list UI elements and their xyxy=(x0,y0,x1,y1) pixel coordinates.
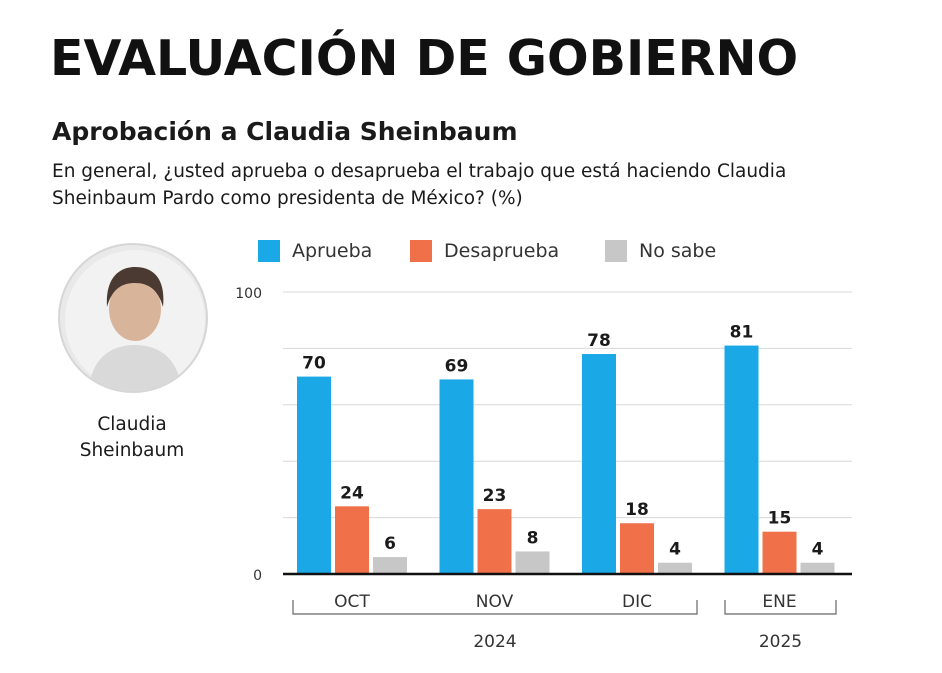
year-bracket-2025 xyxy=(724,600,837,615)
bar-no-sabe-nov xyxy=(515,551,550,574)
legend-label-aprueba: Aprueba xyxy=(292,240,373,262)
year-bracket-2024 xyxy=(292,600,698,615)
bar-desaprueba-dic xyxy=(620,523,654,574)
year-label-2025: 2025 xyxy=(759,632,802,652)
data-label-aprueba-dic: 78 xyxy=(587,331,611,351)
data-label-aprueba-ene: 81 xyxy=(730,323,754,343)
bar-desaprueba-oct xyxy=(335,506,369,574)
legend-swatch-desaprueba xyxy=(410,240,432,262)
bar-no-sabe-ene xyxy=(800,562,835,574)
legend-swatch-aprueba xyxy=(258,240,280,262)
data-label-aprueba-nov: 69 xyxy=(445,356,469,376)
bar-aprueba-dic xyxy=(582,354,616,574)
survey-question: En general, ¿usted aprueba o desaprueba … xyxy=(52,161,787,209)
legend-item-desaprueba: Desaprueba xyxy=(410,238,559,264)
bar-desaprueba-nov xyxy=(477,509,512,574)
person-portrait-icon xyxy=(65,250,205,391)
avatar xyxy=(58,243,208,393)
bar-aprueba-ene xyxy=(724,345,759,574)
person-last-name: Sheinbaum xyxy=(79,440,185,461)
data-label-desaprueba-oct: 24 xyxy=(340,483,364,503)
bar-no-sabe-oct xyxy=(373,557,407,574)
legend-item-aprueba: Aprueba xyxy=(258,238,372,264)
category-label-oct: OCT xyxy=(334,592,370,612)
person-first-name: Claudia xyxy=(97,414,167,435)
legend-item-no-sabe: No sabe xyxy=(605,238,716,264)
page-title: EVALUACIÓN DE GOBIERNO xyxy=(50,30,799,87)
person-name: Claudia Sheinbaum xyxy=(52,412,212,464)
data-label-no-sabe-dic: 4 xyxy=(669,540,681,560)
chart-subtitle: Aprobación a Claudia Sheinbaum xyxy=(52,117,518,146)
data-label-desaprueba-nov: 23 xyxy=(483,486,507,506)
data-label-no-sabe-ene: 4 xyxy=(812,540,824,560)
data-label-desaprueba-ene: 15 xyxy=(768,509,792,529)
category-label-nov: NOV xyxy=(476,592,514,612)
legend-label-no-sabe: No sabe xyxy=(639,240,717,262)
year-label-2024: 2024 xyxy=(473,632,516,652)
legend-swatch-no-sabe xyxy=(605,240,627,262)
data-label-aprueba-oct: 70 xyxy=(302,354,326,374)
data-label-desaprueba-dic: 18 xyxy=(625,500,649,520)
bar-no-sabe-dic xyxy=(658,562,692,574)
data-label-no-sabe-nov: 8 xyxy=(527,528,539,548)
data-label-no-sabe-oct: 6 xyxy=(384,534,396,554)
category-label-dic: DIC xyxy=(622,592,652,612)
bar-desaprueba-ene xyxy=(762,531,797,574)
bar-aprueba-nov xyxy=(439,379,474,574)
y-tick-label-max: 100 xyxy=(235,286,262,302)
bar-aprueba-oct xyxy=(297,376,331,574)
y-tick-label-min: 0 xyxy=(253,568,262,584)
category-label-ene: ENE xyxy=(762,592,796,612)
legend-label-desaprueba: Desaprueba xyxy=(444,240,560,262)
